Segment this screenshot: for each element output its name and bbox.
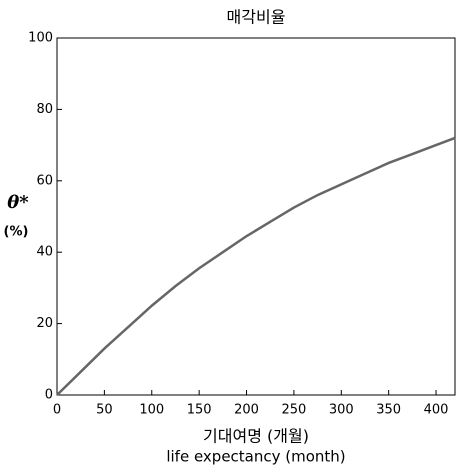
- y-tick-label: 0: [45, 388, 53, 403]
- y-tick-label: 100: [28, 31, 53, 46]
- plot-frame: [56, 37, 456, 396]
- x-tick-label: 100: [139, 403, 164, 418]
- x-tick-label: 300: [329, 403, 354, 418]
- x-tick-label: 0: [53, 403, 61, 418]
- x-tick-label: 350: [376, 403, 401, 418]
- x-axis-label: 기대여명 (개월): [203, 427, 309, 446]
- x-tick-label: 400: [424, 403, 449, 418]
- data-line: [56, 136, 456, 396]
- y-axis-unit: (%): [4, 225, 29, 240]
- y-axis-label: θ*: [7, 192, 29, 213]
- y-tick-label: 80: [36, 102, 53, 117]
- x-axis-label-en: life expectancy (month): [166, 448, 345, 466]
- x-tick-label: 200: [234, 403, 259, 418]
- x-tick-label: 250: [281, 403, 306, 418]
- x-tick-label: 150: [187, 403, 212, 418]
- chart-title: 매각비율: [227, 8, 286, 27]
- y-tick-label: 40: [36, 245, 53, 260]
- y-tick-label: 60: [36, 173, 53, 188]
- y-tick-label: 20: [36, 316, 53, 331]
- x-tick-label: 50: [96, 403, 113, 418]
